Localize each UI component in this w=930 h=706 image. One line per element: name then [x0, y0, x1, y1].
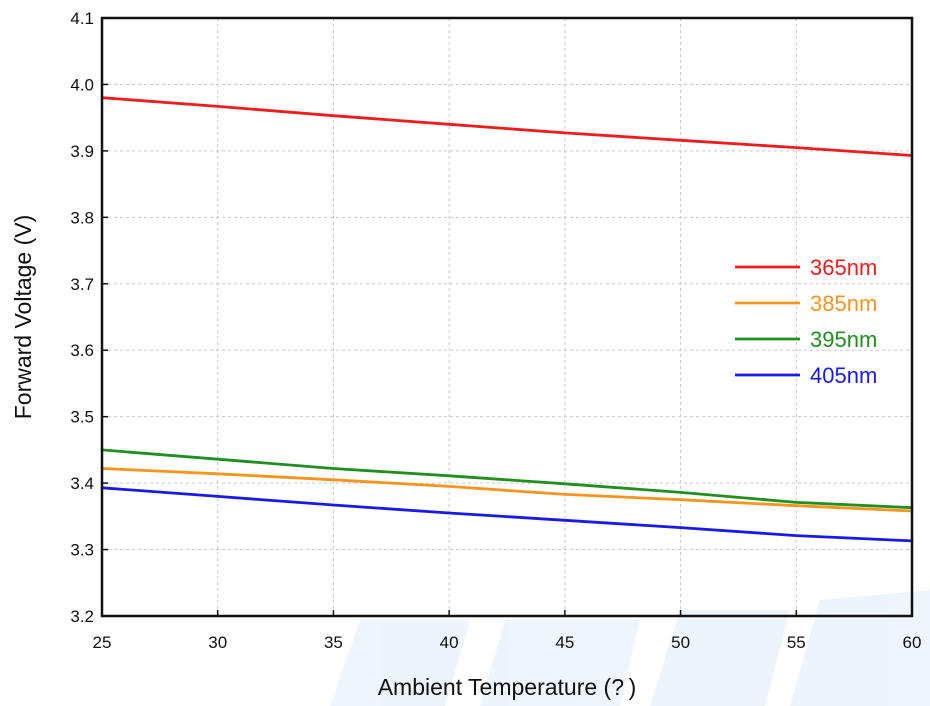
- legend: 365nm 385nm 395nm 405nm: [735, 255, 877, 388]
- legend-label-365nm: 365nm: [810, 255, 877, 280]
- x-tick-labels: 25 30 35 40 45 50 55 60: [93, 610, 922, 652]
- y-tick-label: 3.7: [70, 275, 94, 294]
- y-tick-label: 3.3: [70, 541, 94, 560]
- series-line-365nm: [100, 96, 914, 157]
- y-tick-labels: 3.2 3.3 3.4 3.5 3.6 3.7 3.8 3.9 4.0 4.1: [70, 9, 108, 626]
- y-tick-label: 3.5: [70, 408, 94, 427]
- y-tick-label: 3.4: [70, 474, 94, 493]
- legend-label-385nm: 385nm: [810, 291, 877, 316]
- legend-label-395nm: 395nm: [810, 327, 877, 352]
- x-tick-label: 60: [903, 633, 922, 652]
- x-tick-label: 55: [787, 633, 806, 652]
- series-line-395nm: [100, 448, 914, 510]
- series-lines: [100, 96, 914, 543]
- y-tick-label: 3.6: [70, 341, 94, 360]
- x-tick-label: 35: [324, 633, 343, 652]
- x-tick-label: 45: [555, 633, 574, 652]
- x-tick-label: 25: [93, 633, 112, 652]
- y-tick-label: 3.9: [70, 142, 94, 161]
- y-axis-label: Forward Voltage (V): [10, 215, 36, 420]
- y-tick-label: 3.2: [70, 607, 94, 626]
- plot-frame: [100, 16, 914, 618]
- x-tick-label: 40: [440, 633, 459, 652]
- watermark: [330, 590, 930, 706]
- y-tick-label: 3.8: [70, 208, 94, 227]
- y-tick-label: 4.1: [70, 9, 94, 28]
- x-tick-label: 50: [671, 633, 690, 652]
- grid: [102, 18, 912, 616]
- x-tick-label: 30: [208, 633, 227, 652]
- legend-label-405nm: 405nm: [810, 363, 877, 388]
- y-tick-label: 4.0: [70, 75, 94, 94]
- x-axis-label: Ambient Temperature (? ): [378, 674, 637, 700]
- series-line-385nm: [100, 467, 914, 513]
- series-line-405nm: [100, 486, 914, 543]
